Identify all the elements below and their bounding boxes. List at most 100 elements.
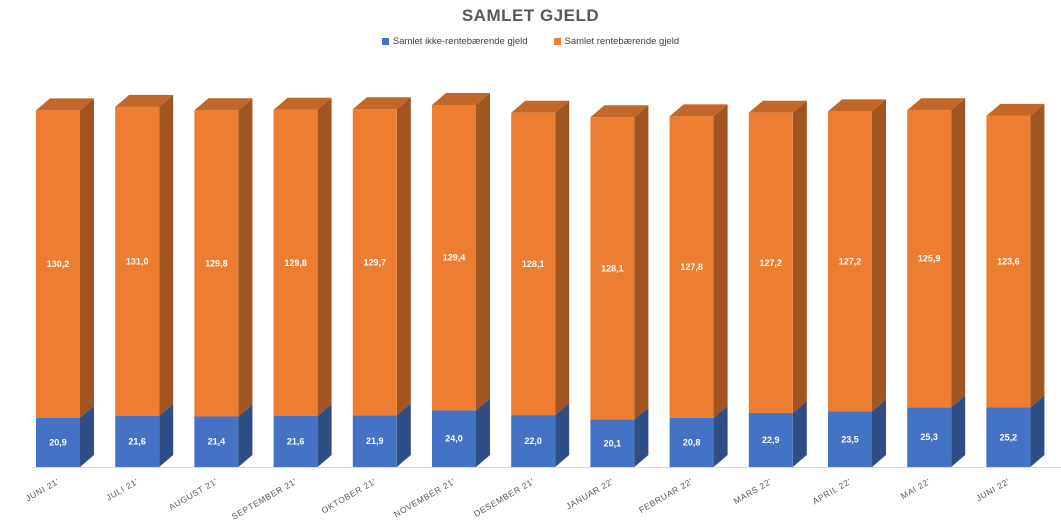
- data-label: 21,6: [287, 437, 305, 447]
- bar-ikke-rentebaerende: [432, 410, 476, 467]
- x-tick-label: OKTOBER 21': [320, 476, 378, 515]
- bar-rentebaerende: [115, 106, 160, 417]
- bar-top: [511, 100, 570, 113]
- bar-side-rentebaerende: [159, 94, 174, 417]
- bar-rentebaerende: [907, 110, 952, 408]
- bar-ikke-rentebaerende: [194, 416, 239, 467]
- data-label: 20,9: [49, 437, 67, 447]
- data-label: 130,2: [47, 259, 70, 269]
- bar-top: [986, 103, 1045, 116]
- data-label: 23,5: [841, 434, 859, 444]
- x-tick-label: NOVEMBER 21': [392, 476, 457, 519]
- bar-rentebaerende: [352, 109, 397, 416]
- data-label: 21,6: [128, 437, 146, 447]
- bar-top: [194, 98, 253, 111]
- bar-rentebaerende: [432, 105, 476, 411]
- chart-title: SAMLET GJELD: [461, 6, 600, 25]
- bar-side-rentebaerende: [396, 97, 411, 416]
- bar-stack: 21,4 129,8: [194, 98, 253, 467]
- legend-item-ikke-rentebaerende[interactable]: Samlet ikke-rentebærende gjeld: [381, 36, 528, 47]
- bar-top: [748, 100, 807, 113]
- data-label: 25,2: [1000, 432, 1018, 442]
- bar-ikke-rentebaerende: [273, 416, 318, 467]
- bar-rentebaerende: [669, 116, 714, 418]
- bar-side-ikke-rentebaerende: [872, 399, 886, 467]
- bar-stack: 24,0 129,4: [432, 93, 490, 467]
- legend: Samlet ikke-rentebærende gjeld Samlet re…: [0, 36, 1061, 47]
- bar-ikke-rentebaerende: [36, 417, 80, 467]
- data-label: 127,2: [760, 258, 783, 268]
- legend-item-rentebaerende[interactable]: Samlet rentebærende gjeld: [553, 36, 680, 47]
- legend-label: Samlet ikke-rentebærende gjeld: [392, 36, 528, 47]
- bar-side-rentebaerende: [951, 98, 966, 408]
- x-tick-label: MARS 22': [732, 476, 774, 506]
- bar-side-rentebaerende: [792, 100, 807, 413]
- bar-side-ikke-rentebaerende: [317, 404, 332, 467]
- bar-ikke-rentebaerende: [828, 411, 872, 467]
- bar-side-rentebaerende: [238, 98, 253, 417]
- data-label: 129,4: [443, 253, 466, 263]
- bar-stack: 25,2 123,6: [986, 103, 1045, 467]
- data-label: 129,8: [205, 258, 228, 268]
- bar-stack: 21,6 129,8: [273, 97, 332, 467]
- bar-side-rentebaerende: [1030, 103, 1045, 408]
- x-tick-label: JULI 21': [104, 476, 140, 503]
- x-tick-label: DESEMBER 21': [472, 476, 536, 519]
- data-label: 125,9: [918, 254, 941, 264]
- data-label: 21,9: [366, 436, 384, 446]
- bar-stack: 20,1 128,1: [590, 105, 649, 467]
- legend-swatch-orange: [553, 38, 561, 45]
- bar-top: [115, 94, 174, 107]
- bar-rentebaerende: [828, 111, 872, 412]
- bar-top: [669, 104, 728, 117]
- data-label: 22,9: [762, 435, 780, 445]
- x-tick-label: JANUAR 22': [564, 476, 615, 511]
- bar-side-rentebaerende: [555, 100, 570, 416]
- bar-side-ikke-rentebaerende: [80, 405, 94, 467]
- data-label: 123,6: [997, 257, 1020, 267]
- bar-top: [432, 93, 490, 105]
- x-tick-label: JUNI 21': [24, 476, 61, 503]
- bar-side-ikke-rentebaerende: [1030, 395, 1045, 467]
- data-label: 21,4: [208, 437, 226, 447]
- bar-stack: 20,8 127,8: [669, 104, 728, 467]
- bar-ikke-rentebaerende: [907, 407, 952, 467]
- bar-rentebaerende: [748, 112, 793, 413]
- x-tick-label: APRIL 22': [811, 476, 853, 506]
- bar-stack: 21,6 131,0: [115, 94, 174, 467]
- x-tick-label: SEPTEMBER 21': [230, 476, 299, 521]
- bar-top: [590, 105, 649, 118]
- data-label: 20,1: [604, 438, 622, 448]
- bar-side-rentebaerende: [476, 93, 490, 411]
- bar-ikke-rentebaerende: [352, 415, 397, 467]
- bar-side-ikke-rentebaerende: [634, 407, 649, 467]
- bar-ikke-rentebaerende: [115, 416, 160, 467]
- x-tick-label: JUNI 22': [974, 476, 1011, 503]
- bar-ikke-rentebaerende: [986, 407, 1031, 467]
- data-label: 25,3: [920, 432, 938, 442]
- bar-top: [907, 98, 966, 111]
- bar-side-ikke-rentebaerende: [555, 403, 570, 467]
- legend-swatch-blue: [381, 38, 389, 45]
- bar-side-rentebaerende: [317, 97, 332, 417]
- bar-side-rentebaerende: [872, 99, 886, 412]
- bar-ikke-rentebaerende: [511, 415, 556, 467]
- bar-stack: 20,9 130,2: [36, 98, 94, 467]
- bar-rentebaerende: [273, 109, 318, 417]
- bar-side-rentebaerende: [713, 104, 728, 418]
- bar-stack: 25,3 125,9: [907, 98, 966, 467]
- bar-rentebaerende: [194, 110, 239, 417]
- bar-side-ikke-rentebaerende: [476, 398, 490, 467]
- data-label: 128,1: [601, 263, 624, 273]
- bar-side-rentebaerende: [634, 105, 649, 420]
- bar-stack: 23,5 127,2: [828, 99, 886, 467]
- data-label: 129,8: [284, 258, 307, 268]
- bar-rentebaerende: [36, 110, 80, 418]
- bar-ikke-rentebaerende: [748, 412, 793, 467]
- bar-side-ikke-rentebaerende: [159, 404, 174, 467]
- bar-stack: 22,9 127,2: [748, 100, 807, 467]
- data-label: 20,8: [683, 437, 701, 447]
- data-label: 24,0: [445, 434, 463, 444]
- legend-label: Samlet rentebærende gjeld: [564, 36, 680, 47]
